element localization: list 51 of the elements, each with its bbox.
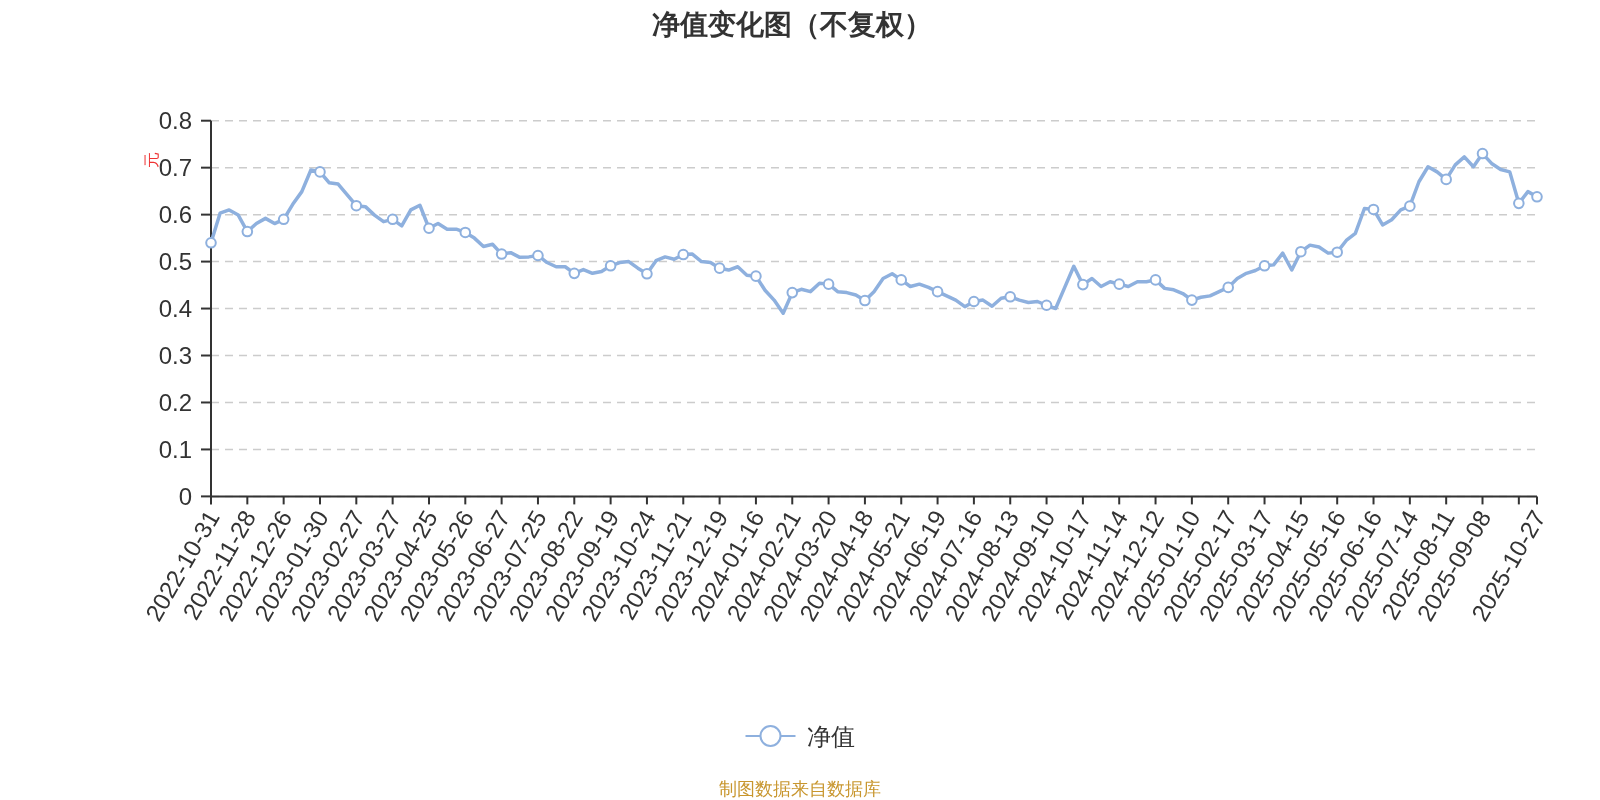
point [1531, 190, 1543, 203]
y-tick-label: 0.4 [158, 295, 192, 323]
point [713, 262, 726, 274]
y-tick-label: 0.5 [158, 248, 192, 276]
point [1404, 200, 1416, 212]
y-tick-label: 0.3 [158, 342, 192, 370]
point [459, 226, 472, 239]
point [1040, 299, 1053, 312]
point [604, 260, 617, 272]
y-tick-label: 0 [178, 482, 192, 510]
point [1331, 246, 1343, 258]
point [386, 213, 399, 226]
point [1295, 245, 1307, 258]
point [677, 248, 690, 261]
y-tick-label: 0.7 [158, 154, 192, 182]
legend-label: 净值 [806, 722, 855, 750]
point [495, 248, 508, 260]
point [241, 225, 254, 238]
point [895, 274, 908, 286]
point [859, 294, 871, 307]
point [205, 237, 217, 249]
text: 制图数据来自数据库 [719, 779, 881, 799]
point [641, 268, 653, 280]
point [1222, 281, 1235, 294]
point [968, 295, 980, 308]
point [568, 267, 581, 280]
point [1440, 173, 1452, 186]
point [1186, 294, 1198, 306]
point [1367, 203, 1380, 216]
point [532, 249, 544, 262]
y-tick-label: 0.1 [158, 435, 192, 463]
point [822, 278, 835, 290]
point [1149, 274, 1162, 286]
y-tick-label: 0.8 [158, 107, 192, 135]
point [1077, 278, 1089, 291]
point [1004, 291, 1017, 303]
point [1113, 278, 1126, 290]
chart-title: 净值变化图（不复权） [652, 8, 932, 40]
point [423, 222, 435, 235]
y-tick-label: 0.2 [158, 388, 192, 416]
point [786, 286, 799, 299]
point [1476, 147, 1489, 160]
point [1258, 260, 1271, 272]
point [1513, 197, 1525, 210]
point [277, 213, 290, 226]
point [750, 270, 762, 282]
y-tick-label: 0.6 [158, 201, 192, 229]
y-axis-title: 元 [142, 152, 160, 168]
point [931, 285, 944, 298]
point [350, 199, 363, 212]
point [314, 166, 326, 178]
